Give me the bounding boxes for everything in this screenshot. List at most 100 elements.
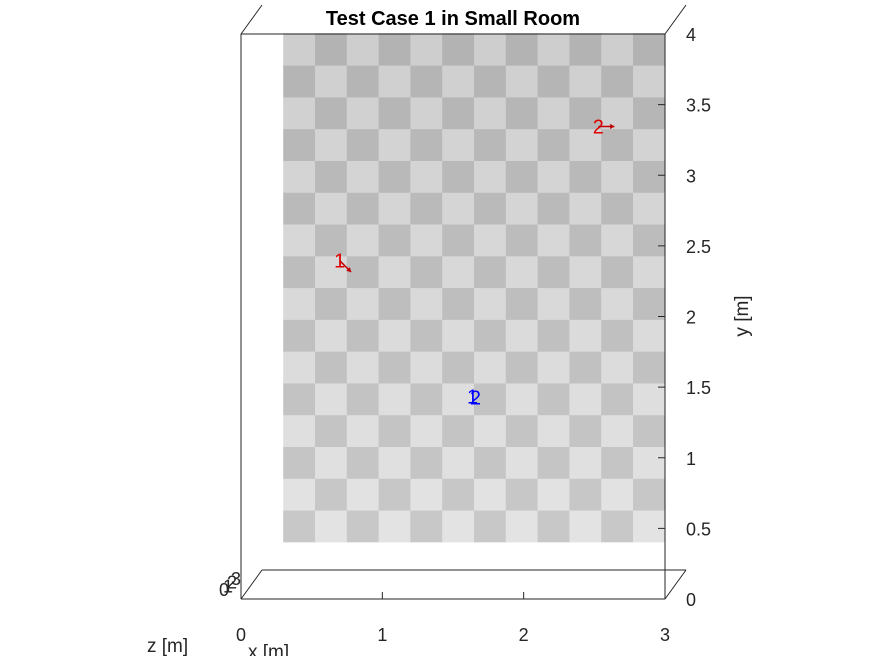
floor-tile (378, 509, 411, 543)
floor-tile (474, 414, 507, 448)
floor-tile (474, 192, 507, 225)
floor-tile (283, 192, 316, 225)
floor-tile (315, 351, 348, 384)
floor-tile (346, 509, 380, 543)
floor-tile (505, 255, 539, 289)
floor-tile (537, 33, 570, 66)
floor-tile (633, 128, 666, 161)
floor-tile (410, 382, 443, 416)
floor-tile (537, 160, 570, 193)
floor-tile (569, 192, 602, 225)
floor-tile (633, 223, 666, 257)
floor-tile (410, 192, 443, 225)
z-axis-label: z [m] (147, 636, 188, 656)
x-tick-label: 0 (236, 625, 246, 645)
depth-edge (240, 569, 263, 600)
floor-tile (378, 319, 411, 352)
floor-tile (505, 478, 539, 511)
floor-tile (505, 223, 539, 257)
floor-tile (346, 223, 380, 257)
y-tick-label: 3 (686, 166, 696, 186)
floor-tile (283, 382, 316, 416)
floor-tile (442, 33, 475, 66)
floor-tile (442, 319, 475, 352)
y-tick-label: 3.5 (686, 96, 711, 116)
marker-label: 2 (593, 116, 604, 138)
floor-tile (346, 128, 380, 161)
floor-tile (474, 382, 507, 416)
floor-tile (601, 223, 634, 257)
floor-tile (346, 255, 380, 289)
floor-tile (537, 65, 570, 98)
floor-tile (569, 478, 602, 511)
floor-tile (283, 33, 316, 66)
floor-tile (537, 319, 570, 352)
floor-tile (442, 509, 475, 543)
floor-tile (569, 351, 602, 384)
floor-tile (315, 478, 348, 511)
floor-tile (346, 351, 380, 384)
floor-tile (346, 160, 380, 193)
floor-tile (537, 351, 570, 384)
floor-tile (601, 33, 634, 66)
floor-tile (283, 509, 316, 543)
y-tick-label: 2.5 (686, 237, 711, 257)
floor-tile (633, 65, 666, 98)
floor-tile (283, 223, 316, 257)
z-tick-label: 0 (219, 580, 229, 600)
floor-tile (633, 414, 666, 448)
floor-tile (283, 446, 316, 479)
floor-tile (569, 128, 602, 161)
floor-tile (537, 446, 570, 479)
floor-tile (315, 65, 348, 98)
floor-tile (537, 255, 570, 289)
floor-tile (569, 382, 602, 416)
depth-edge (240, 4, 263, 35)
y-tick-label: 4 (686, 25, 696, 45)
box-edges (240, 4, 687, 600)
floor-tile (315, 382, 348, 416)
floor-tile (378, 192, 411, 225)
floor-tile (601, 287, 634, 320)
floor-tile (283, 160, 316, 193)
floor-tile (346, 446, 380, 479)
floor-tile (633, 287, 666, 320)
floor-tile (442, 255, 475, 289)
arrow-head (610, 123, 615, 130)
floor-tile (442, 128, 475, 161)
floor-tile (283, 319, 316, 352)
floor-tile (537, 287, 570, 320)
chart-title: Test Case 1 in Small Room (326, 8, 580, 30)
floor-tile (315, 446, 348, 479)
y-tick-label: 0 (686, 590, 696, 610)
floor-tile (601, 65, 634, 98)
floor-tile (537, 382, 570, 416)
floor-tile (378, 351, 411, 384)
floor-tile (378, 382, 411, 416)
floor-tile (346, 192, 380, 225)
floor-tile (601, 192, 634, 225)
floor-tile (601, 96, 634, 130)
floor-tile (410, 509, 443, 543)
x-ticks: 0 1 2 3 (236, 592, 670, 645)
floor-tile (315, 96, 348, 130)
floor-tile (633, 33, 666, 66)
floor-tile (569, 319, 602, 352)
floor-tile (633, 192, 666, 225)
floor-tile (283, 478, 316, 511)
floor-tile (633, 160, 666, 193)
floor-tile (442, 478, 475, 511)
floor-tile (410, 128, 443, 161)
floor-tile (633, 382, 666, 416)
floor-tile (378, 33, 411, 66)
y-tick-label: 1.5 (686, 378, 711, 398)
floor-tile (474, 160, 507, 193)
floor-tile (378, 96, 411, 130)
floor-tile (601, 128, 634, 161)
arrow-head (346, 267, 352, 272)
floor-tile (633, 96, 666, 130)
floor-tile (474, 287, 507, 320)
floor-tile (505, 33, 539, 66)
